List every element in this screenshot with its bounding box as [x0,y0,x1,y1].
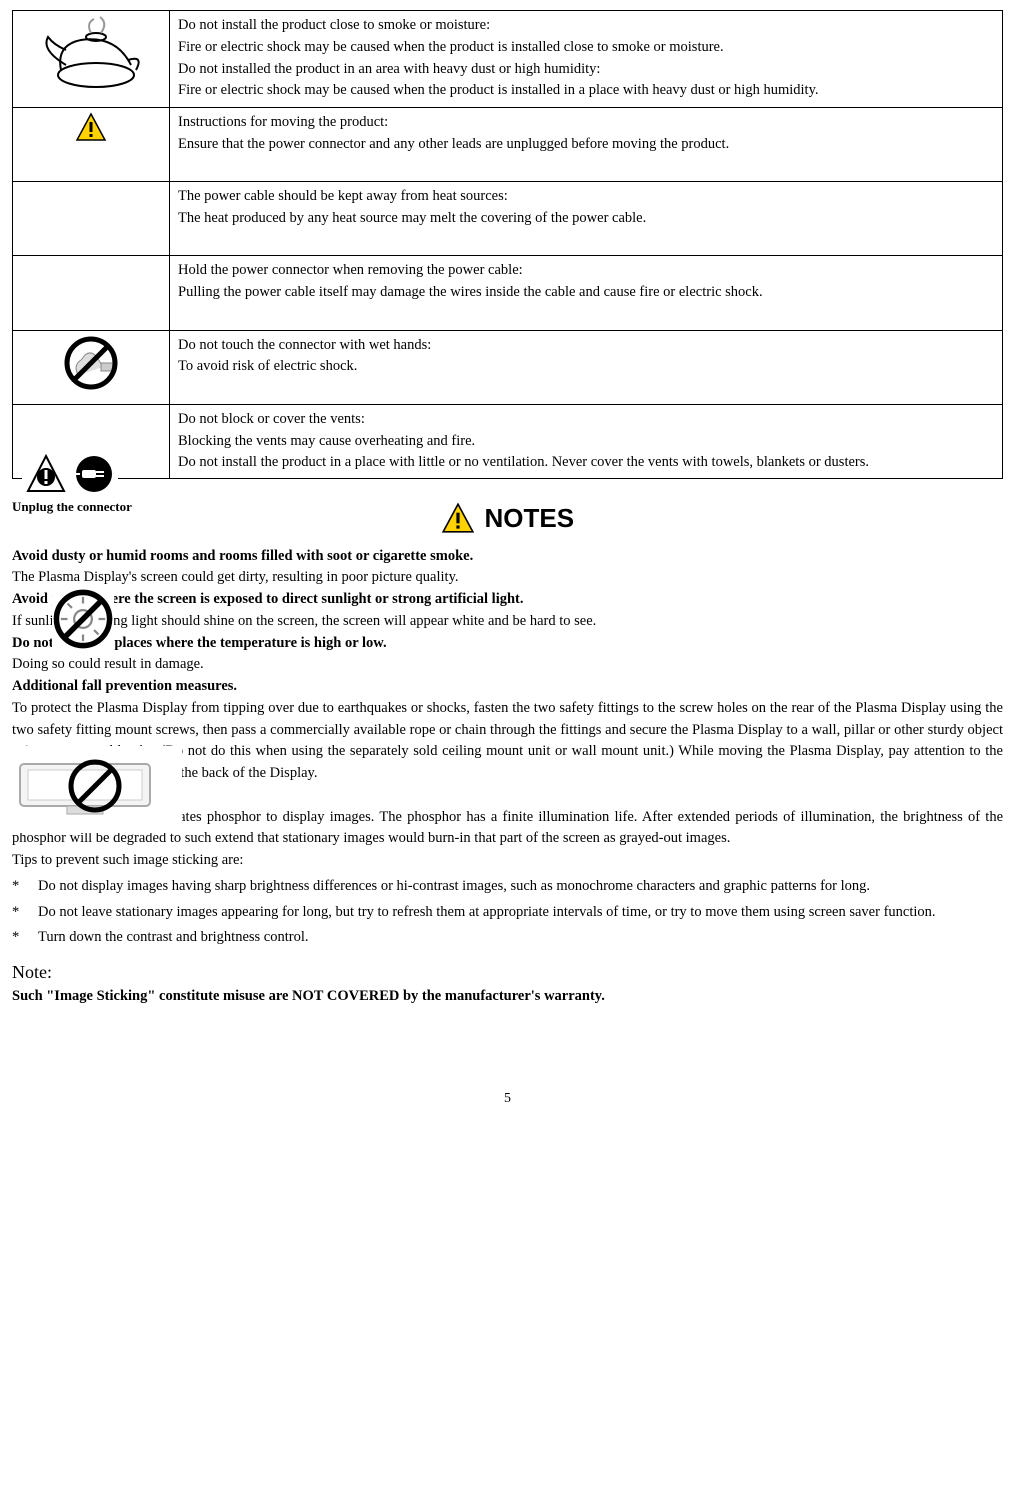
line: Blocking the vents may cause overheating… [178,433,475,449]
icon-cell-warning [13,107,170,181]
kettle-moisture-icon [36,15,146,95]
prohibit-display-icon [12,746,182,834]
note-para: Doing so could result in damage. [12,654,1003,676]
note-heading: Avoid places where the screen is exposed… [12,589,1003,611]
warning-triangle-icon [75,112,107,142]
notes-title: NOTES [485,503,575,533]
line: Do not block or cover the vents: [178,411,365,427]
line: Do not touch the connector with wet hand… [178,337,431,353]
warranty-note: Such "Image Sticking" constitute misuse … [12,986,1003,1008]
warning-text: Do not install the product close to smok… [170,11,1003,108]
notes-header: NOTES [12,499,1003,538]
prohibit-sunlight-icon [52,588,114,658]
list-item: Do not display images having sharp brigh… [12,876,1003,898]
icon-cell-empty [13,256,170,330]
note-para: If sunlight or strong light should shine… [12,611,1003,633]
warning-text: Do not touch the connector with wet hand… [170,330,1003,404]
safety-warning-table: Do not install the product close to smok… [12,10,1003,479]
line: Ensure that the power connector and any … [178,136,729,152]
line: Pulling the power cable itself may damag… [178,284,763,300]
warning-text: Instructions for moving the product: Ens… [170,107,1003,181]
icon-cell-kettle [13,11,170,108]
warning-text: The power cable should be kept away from… [170,182,1003,256]
note-heading: Additional fall prevention measures. [12,676,1003,698]
warning-text: Hold the power connector when removing t… [170,256,1003,330]
unplug-icon [72,453,116,495]
list-item: Do not leave stationary images appearing… [12,902,1003,924]
prohibit-wet-hands-icon [63,335,119,391]
line: Do not installed the product in an area … [178,61,600,77]
icon-cell-empty [13,182,170,256]
page-number: 5 [12,1088,1003,1109]
line: Do not install the product in a place wi… [178,454,869,470]
line: Fire or electric shock may be caused whe… [178,39,724,55]
warning-triangle-icon [441,502,475,534]
line: Hold the power connector when removing t… [178,262,523,278]
warning-text: Do not block or cover the vents: Blockin… [170,404,1003,478]
icon-cell-wet-hands [13,330,170,404]
note-heading: Do not install in places where the tempe… [12,633,1003,655]
line: Instructions for moving the product: [178,114,388,130]
table-row: Do not install the product close to smok… [13,11,1003,108]
line: To avoid risk of electric shock. [178,358,357,374]
note-para: The Plasma Display's screen could get di… [12,567,1003,589]
table-row: Do not block or cover the vents: Blockin… [13,404,1003,478]
line: The heat produced by any heat source may… [178,210,646,226]
table-row: Do not touch the connector with wet hand… [13,330,1003,404]
table-row: Hold the power connector when removing t… [13,256,1003,330]
line: Do not install the product close to smok… [178,17,490,33]
caution-circle-icon [24,453,68,495]
list-item: Turn down the contrast and brightness co… [12,927,1003,949]
line: The power cable should be kept away from… [178,188,508,204]
tips-list: Do not display images having sharp brigh… [12,876,1003,949]
table-row: The power cable should be kept away from… [13,182,1003,256]
table-row: Instructions for moving the product: Ens… [13,107,1003,181]
line: Fire or electric shock may be caused whe… [178,82,819,98]
note-label: Note: [12,959,1003,986]
note-heading: Avoid dusty or humid rooms and rooms fil… [12,546,1003,568]
note-para: Tips to prevent such image sticking are: [12,850,1003,872]
